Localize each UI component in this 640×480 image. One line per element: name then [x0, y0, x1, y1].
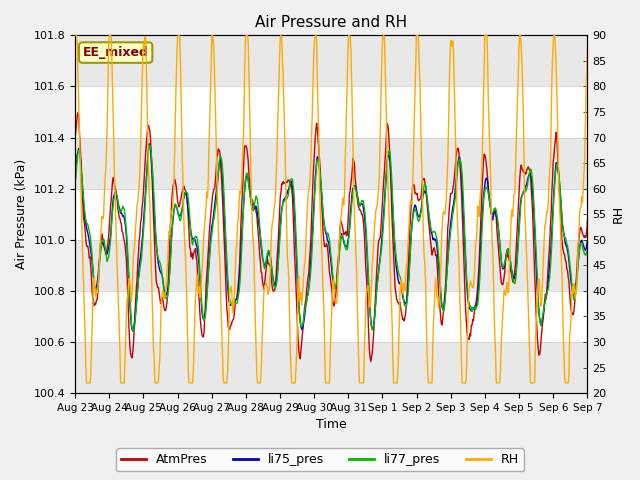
Legend: AtmPres, li75_pres, li77_pres, RH: AtmPres, li75_pres, li77_pres, RH [116, 448, 524, 471]
Y-axis label: RH: RH [612, 205, 625, 223]
Bar [75, 189, 588, 240]
Bar [75, 138, 588, 189]
Y-axis label: Air Pressure (kPa): Air Pressure (kPa) [15, 159, 28, 269]
X-axis label: Time: Time [316, 419, 347, 432]
Bar [75, 86, 588, 138]
Text: EE_mixed: EE_mixed [83, 46, 148, 59]
Bar [75, 342, 588, 393]
Bar [75, 291, 588, 342]
Title: Air Pressure and RH: Air Pressure and RH [255, 15, 407, 30]
Bar [75, 240, 588, 291]
Bar [75, 36, 588, 86]
